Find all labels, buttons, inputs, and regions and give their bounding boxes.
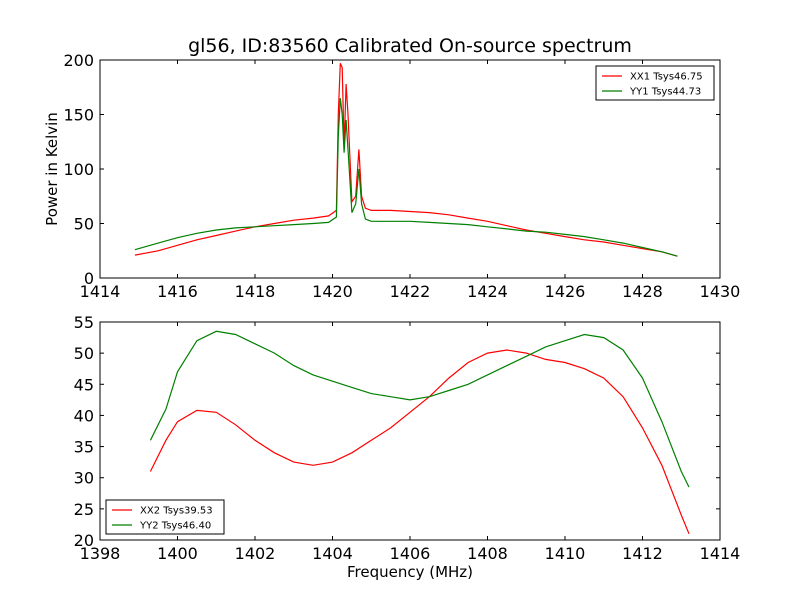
x-tick-label: 1406: [390, 544, 431, 563]
y-tick-label: 50: [74, 344, 94, 363]
x-axis-label: Frequency (MHz): [347, 563, 473, 581]
series-line-1: [149, 349, 690, 535]
y-tick-label: 40: [74, 406, 94, 425]
x-tick-label: 1416: [157, 282, 198, 301]
chart-title: gl56, ID:83560 Calibrated On-source spec…: [188, 35, 632, 57]
x-tick-label: 1424: [467, 282, 508, 301]
x-tick-label: 1422: [390, 282, 431, 301]
x-tick-label: 1398: [80, 544, 121, 563]
legend: XX2 Tsys39.53 YY2 Tsys46.40: [105, 499, 225, 535]
y-tick-label: 25: [74, 500, 94, 519]
legend-entry: YY2 Tsys46.40: [139, 521, 211, 532]
y-tick-label: 35: [74, 438, 94, 457]
y-axis-label: Power in Kelvin: [43, 112, 61, 226]
legend-entry: XX1 Tsys46.75: [630, 72, 703, 83]
x-tick-label: 1430: [700, 282, 741, 301]
y-tick-label: 150: [63, 106, 94, 125]
y-tick-label: 50: [74, 215, 94, 234]
x-tick-label: 1408: [467, 544, 508, 563]
x-tick-label: 1400: [157, 544, 198, 563]
legend-box: [105, 499, 225, 535]
series-line-2: [149, 330, 690, 488]
x-tick-label: 1404: [312, 544, 353, 563]
x-tick-label: 1414: [80, 282, 121, 301]
y-tick-label: 0: [84, 269, 94, 288]
y-tick-label: 30: [74, 469, 94, 488]
bottom-panel: 1398 1400 1402 1404 1406 1408 1410 1412 1414 20 25…: [74, 313, 741, 581]
series-line-1: [134, 63, 678, 257]
x-tick-label: 1426: [545, 282, 586, 301]
top-panel: 1414 1416 1418 1420 1422 1424 1426 1428 1430 0 50 1…: [43, 51, 740, 301]
series-line-2: [134, 98, 678, 257]
x-tick-label: 1412: [622, 544, 663, 563]
legend: XX1 Tsys46.75 YY1 Tsys44.73: [595, 65, 715, 101]
y-tick-label: 45: [74, 375, 94, 394]
legend-box: [595, 65, 715, 101]
x-tick-label: 1418: [235, 282, 276, 301]
x-tick-label: 1414: [700, 544, 741, 563]
legend-entry: XX2 Tsys39.53: [140, 506, 213, 517]
x-tick-label: 1428: [622, 282, 663, 301]
x-tick-label: 1410: [545, 544, 586, 563]
y-tick-label: 200: [63, 51, 94, 70]
legend-entry: YY1 Tsys44.73: [629, 87, 701, 98]
y-tick-label: 100: [63, 160, 94, 179]
y-tick-label: 20: [74, 531, 94, 550]
y-tick-label: 55: [74, 313, 94, 332]
x-tick-label: 1420: [312, 282, 353, 301]
x-tick-label: 1402: [235, 544, 276, 563]
